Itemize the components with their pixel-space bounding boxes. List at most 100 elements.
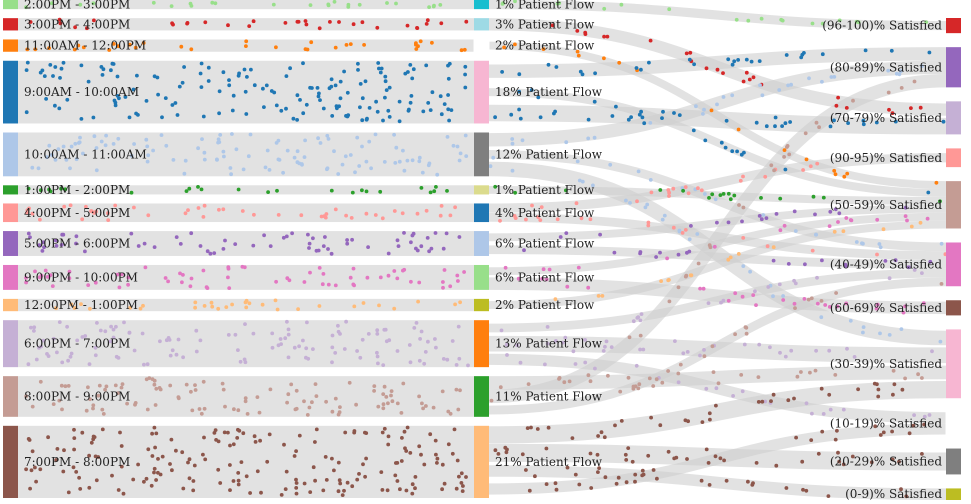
particle (680, 231, 685, 235)
particle (170, 21, 175, 26)
particle (262, 105, 266, 109)
particle (446, 76, 451, 81)
particle (463, 72, 467, 77)
particle (395, 401, 400, 406)
particle (282, 442, 286, 447)
particle (33, 47, 38, 52)
satisfaction-label-60-69-satisfied-6: (60-69)% Satisfied (830, 301, 942, 315)
particle (422, 361, 427, 366)
particle (665, 256, 669, 261)
patient-flow-node-12-patient-flow-4 (474, 132, 489, 177)
particle (67, 276, 72, 281)
particle (505, 353, 509, 357)
particle (891, 368, 896, 373)
particle (110, 473, 114, 478)
patient-flow-node-3-patient-flow-1 (474, 18, 489, 31)
particle (360, 96, 365, 101)
particle (366, 245, 370, 250)
particle (153, 445, 158, 450)
particle (757, 59, 762, 63)
particle (187, 476, 192, 481)
particle (343, 430, 348, 435)
particle (333, 283, 338, 288)
particle (860, 241, 864, 246)
patient-flow-label-6-patient-flow-7: 6% Patient Flow (495, 237, 595, 251)
particle (446, 63, 450, 68)
particle (903, 376, 907, 381)
particle (98, 328, 103, 333)
particle (624, 198, 628, 203)
satisfaction-node-90-95-satisfied-3 (946, 148, 961, 168)
particle (421, 109, 426, 114)
particle (380, 488, 385, 492)
particle (132, 205, 136, 210)
particle (402, 168, 407, 173)
particle (365, 275, 370, 280)
particle (934, 180, 939, 185)
particle (216, 306, 221, 311)
particle (446, 107, 451, 112)
particle (381, 363, 386, 367)
particle (757, 342, 762, 347)
particle (315, 86, 320, 90)
particle (769, 163, 774, 168)
particle (609, 345, 614, 349)
particle (744, 70, 749, 75)
particle (699, 478, 704, 483)
particle (795, 374, 800, 379)
particle (168, 383, 173, 388)
particle (816, 451, 821, 456)
particle (380, 430, 385, 435)
particle (707, 483, 712, 487)
particle (457, 474, 461, 479)
particle (285, 319, 289, 324)
particle (726, 220, 731, 225)
particle (466, 363, 470, 368)
particle (550, 23, 555, 28)
particle (146, 153, 151, 158)
particle (126, 275, 131, 280)
particle (510, 168, 515, 173)
particle (496, 452, 501, 456)
patient-flow-label-1-patient-flow-0: 1% Patient Flow (495, 0, 595, 12)
particle (242, 67, 247, 72)
particle (894, 71, 899, 76)
particle (726, 191, 731, 196)
particle (286, 355, 291, 360)
particle (907, 431, 912, 436)
particle (78, 135, 82, 140)
particle (203, 20, 208, 25)
time-slot-label-3-00pm-4-00pm-1: 3:00PM - 4:00PM (24, 17, 130, 31)
particle (241, 167, 246, 172)
particle (744, 57, 749, 62)
particle (845, 171, 850, 176)
particle (702, 107, 706, 112)
particle (886, 90, 891, 95)
particle (364, 159, 369, 164)
particle (136, 462, 141, 467)
particle (76, 43, 81, 48)
particle (402, 267, 407, 272)
particle (427, 249, 431, 254)
particle (939, 241, 944, 246)
particle (66, 384, 71, 388)
particle (174, 448, 178, 453)
particle (903, 214, 908, 219)
particle (227, 83, 232, 88)
particle (375, 328, 380, 333)
particle (117, 285, 122, 290)
particle (698, 353, 702, 358)
particle (493, 448, 498, 453)
particle (260, 302, 265, 307)
particle (284, 469, 289, 474)
particle (861, 122, 866, 127)
link-11-patient-flow-11-to-40-49-satisfied (488, 277, 947, 415)
particle (180, 80, 185, 85)
particle (513, 42, 517, 47)
particle (226, 430, 230, 435)
particle (80, 430, 85, 435)
particle (386, 442, 391, 447)
particle (803, 262, 807, 267)
particle (844, 301, 849, 306)
particle (774, 463, 779, 468)
